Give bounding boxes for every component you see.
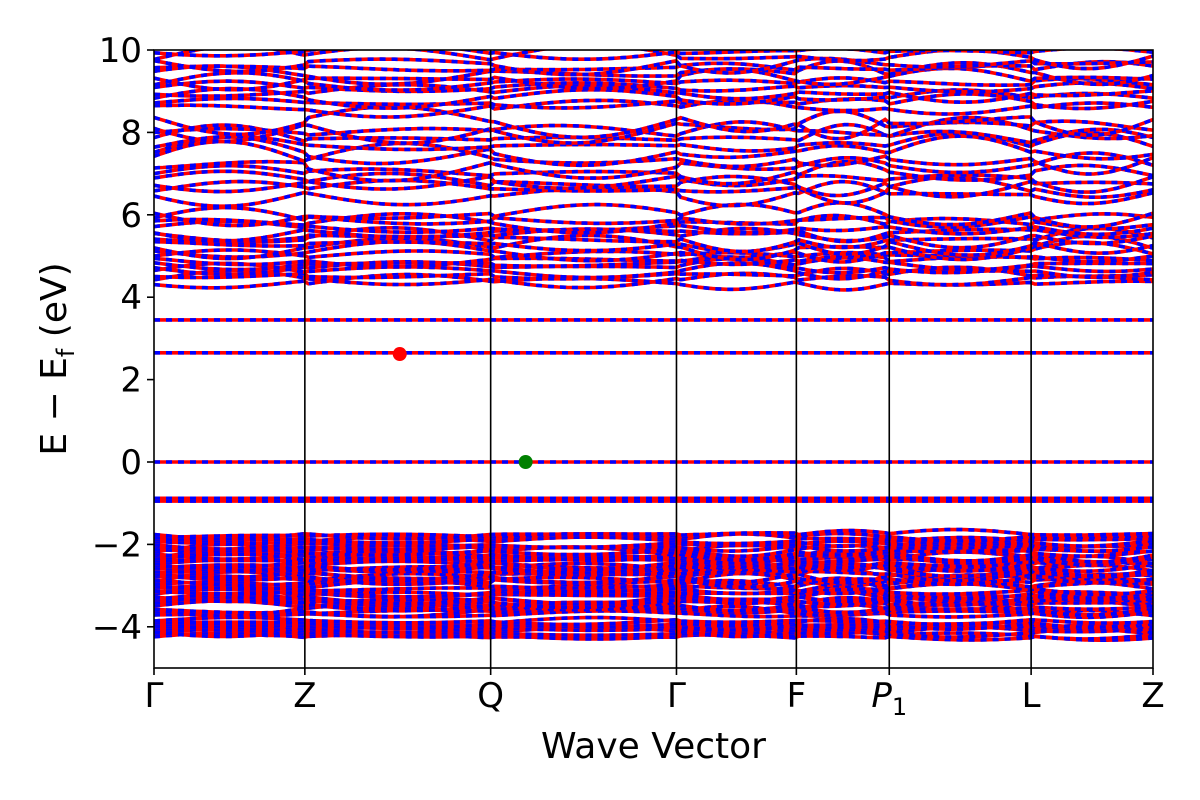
band-line-red xyxy=(154,543,1153,553)
band-line-blue xyxy=(154,233,1153,262)
band-line-blue xyxy=(154,139,1153,176)
y-tick-label: 4 xyxy=(120,278,142,318)
band-line-blue xyxy=(154,134,1153,168)
x-tick-label: Z xyxy=(1141,676,1164,716)
band-line-red xyxy=(154,79,1153,94)
band-line-red xyxy=(154,268,1153,290)
band-line-blue xyxy=(154,109,1153,145)
kpoint-lines xyxy=(304,50,1032,668)
band-line-blue xyxy=(154,56,1153,77)
band-line-blue xyxy=(154,171,1153,199)
x-tick-label: F xyxy=(787,676,807,716)
band-line-blue xyxy=(154,531,1153,543)
band-line-red xyxy=(154,568,1153,583)
y-axis-title-sub: f xyxy=(52,348,80,357)
band-line-blue xyxy=(154,169,1153,194)
band-line-blue xyxy=(154,627,1153,639)
band-line-blue xyxy=(154,122,1153,145)
band-line-blue xyxy=(154,621,1153,631)
y-tick-label: 6 xyxy=(120,196,142,236)
band-line-blue xyxy=(154,621,1153,635)
band-line-blue xyxy=(154,615,1153,627)
x-tick-label: P1 xyxy=(871,676,907,721)
band-line-blue xyxy=(154,151,1153,183)
band-line-red xyxy=(154,589,1153,608)
band-line-blue xyxy=(154,631,1153,642)
y-tick-label: −4 xyxy=(92,608,142,648)
x-tick-label: Z xyxy=(293,676,316,716)
band-line-blue xyxy=(154,71,1153,92)
plot-frame xyxy=(153,49,1154,669)
band-line-red xyxy=(154,628,1153,641)
band-line-red xyxy=(154,239,1153,264)
y-axis-title-main: E − E xyxy=(34,357,75,456)
band-line-red xyxy=(154,82,1153,105)
bands-layer xyxy=(154,50,1153,642)
band-line-red xyxy=(154,527,1153,541)
band-line-blue xyxy=(154,608,1153,619)
x-axis: Γ Z Q Γ F P1 L Z xyxy=(145,668,1165,721)
band-line-blue xyxy=(154,227,1153,244)
y-axis-title-unit: (eV) xyxy=(34,262,75,348)
y-tick-label: −2 xyxy=(92,525,142,565)
y-tick-label: 10 xyxy=(99,31,142,71)
marker-point xyxy=(518,455,533,469)
y-tick-label: 0 xyxy=(120,443,142,483)
x-tick-label: L xyxy=(1022,676,1041,716)
band-line-blue xyxy=(154,200,1153,229)
band-line-blue xyxy=(154,532,1153,546)
band-line-blue xyxy=(154,131,1153,153)
band-line-red xyxy=(154,50,1153,61)
y-tick-label: 8 xyxy=(120,113,142,153)
x-tick-label: Γ xyxy=(145,676,164,716)
band-line-blue xyxy=(154,50,1153,71)
marker-point xyxy=(392,347,407,362)
x-tick-label: Q xyxy=(477,676,504,716)
x-tick-label: Γ xyxy=(667,676,686,716)
band-line-blue xyxy=(154,239,1153,257)
x-axis-title: Wave Vector xyxy=(541,726,766,767)
y-tick-label: 2 xyxy=(120,361,142,401)
band-line-red xyxy=(154,592,1153,606)
markers-layer xyxy=(392,347,533,469)
y-axis-title: E − Ef (eV) xyxy=(34,262,80,455)
band-line-blue xyxy=(154,226,1153,254)
band-line-blue xyxy=(154,104,1153,141)
y-axis: −4 −2 0 2 4 6 8 10 xyxy=(92,31,154,648)
